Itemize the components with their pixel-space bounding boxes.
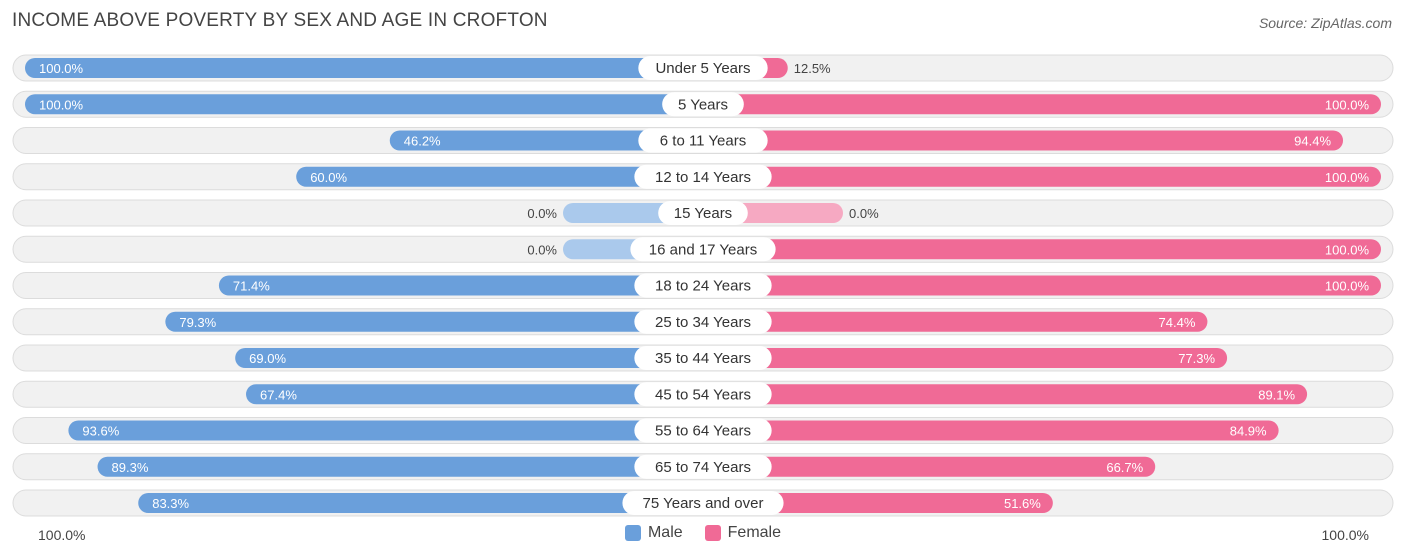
category-pill [634,309,772,334]
female-value-label: 74.4% [1159,315,1196,330]
category-label: 65 to 74 Years [655,459,751,476]
female-value-label: 0.0% [849,206,879,221]
category-pill [634,164,772,189]
category-label: 55 to 64 Years [655,423,751,440]
legend-item-female[interactable]: Female [704,524,782,542]
female-bar[interactable] [703,130,1344,151]
category-label: 25 to 34 Years [655,314,751,331]
male-value-label: 71.4% [233,279,270,294]
female-bar[interactable] [703,94,1381,115]
male-swatch [624,525,641,541]
male-bar[interactable] [389,130,703,151]
male-value-label: 89.3% [112,460,149,475]
category-label: 12 to 14 Years [655,169,751,186]
category-pill [658,201,748,225]
male-value-label: 67.4% [260,387,297,402]
male-value-label: 60.0% [310,170,347,185]
male-value-label: 79.3% [179,315,216,330]
category-label: 6 to 11 Years [660,133,746,150]
female-bar[interactable] [703,456,1156,477]
category-pill [638,128,768,153]
category-label: 15 Years [674,205,732,222]
axis-left-label: 100.0% [38,527,86,543]
category-label: 45 to 54 Years [655,386,751,403]
category-pill [622,491,784,515]
female-value-label: 84.9% [1230,424,1267,439]
female-bar[interactable] [703,239,1381,260]
bar-chart: Under 5 Years 100.0% 12.5% 5 Years 100.0% 100… [12,54,1394,517]
male-bar[interactable] [138,493,703,513]
male-value-label: 69.0% [249,351,286,366]
category-pill [638,56,768,80]
female-value-label: 100.0% [1325,242,1370,257]
male-bar[interactable] [25,94,703,115]
category-label: 35 to 44 Years [655,350,751,367]
male-value-label: 100.0% [39,97,84,112]
category-label: 75 Years and over [643,495,764,512]
female-bar[interactable] [703,420,1279,441]
male-bar[interactable] [218,275,703,296]
female-value-label: 66.7% [1106,460,1143,475]
female-value-label: 94.4% [1294,134,1331,149]
legend-female-label: Female [727,524,782,541]
female-bar[interactable] [703,311,1208,332]
female-value-label: 100.0% [1325,170,1370,185]
chart-title: INCOME ABOVE POVERTY BY SEX AND AGE IN C… [12,10,548,31]
female-bar[interactable] [703,384,1308,405]
female-value-label: 51.6% [1004,496,1041,511]
legend: Male Female [0,524,1406,542]
female-swatch [704,525,721,541]
category-label: 18 to 24 Years [655,278,751,295]
female-bar[interactable] [703,493,1053,513]
category-label: 5 Years [678,96,728,113]
male-bar[interactable] [235,348,703,368]
male-value-label: 46.2% [404,134,441,149]
category-pill [634,346,772,370]
male-value-label: 93.6% [82,424,119,439]
category-label: 16 and 17 Years [649,241,757,258]
female-value-label: 89.1% [1258,387,1295,402]
female-bar[interactable] [703,275,1381,296]
category-pill [634,418,772,443]
female-bar[interactable] [703,348,1228,368]
male-bar[interactable] [246,384,703,405]
female-value-label: 12.5% [794,61,831,76]
female-bar[interactable] [703,166,1381,187]
category-pill [634,273,772,298]
category-pill [630,237,776,262]
female-value-label: 100.0% [1325,279,1370,294]
male-bar[interactable] [165,311,703,332]
male-bar[interactable] [68,420,704,441]
male-value-label: 83.3% [152,496,189,511]
category-pill [662,92,744,117]
source-label: Source: ZipAtlas.com [1258,15,1392,31]
category-label: Under 5 Years [655,60,750,77]
axis-right-label: 100.0% [1321,527,1369,543]
legend-male-label: Male [647,524,683,541]
legend-item-male[interactable]: Male [624,524,683,542]
male-bar[interactable] [25,58,703,78]
female-value-label: 77.3% [1178,351,1215,366]
male-bar[interactable] [97,456,703,477]
male-bar[interactable] [296,166,703,187]
female-value-label: 100.0% [1325,97,1370,112]
male-value-label: 0.0% [527,242,557,257]
category-pill [634,382,772,407]
category-pill [634,454,772,479]
male-value-label: 0.0% [527,206,557,221]
male-value-label: 100.0% [39,61,84,76]
